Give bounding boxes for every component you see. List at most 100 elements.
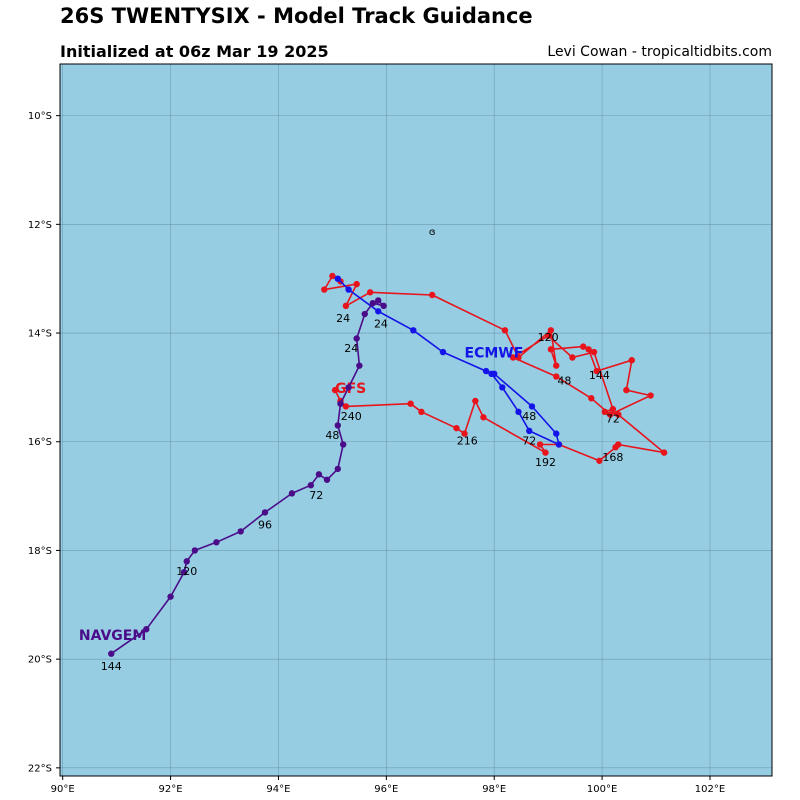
track-point-gfs [647,392,654,399]
track-point-gfs [585,346,592,353]
credit-text: Levi Cowan - tropicaltidbits.com [547,44,772,60]
track-point-gfs [342,403,350,410]
track-point-gfs [615,411,622,418]
track-point-ecmwf [499,384,506,391]
track-point-navgem [237,528,244,535]
track-point-gfs [569,354,576,361]
track-point-gfs [601,408,608,416]
track-point-gfs [609,405,617,413]
track-point-gfs [628,357,635,364]
map-frame [59,63,773,777]
lon-tick-label: 98°E [482,784,506,795]
forecast-hour-label: 216 [457,434,478,447]
track-point-gfs [321,286,328,293]
track-point-gfs [593,367,600,375]
track-point-gfs [331,386,339,394]
forecast-hour-label: 120 [538,331,559,344]
track-point-navgem [307,482,315,489]
track-point-navgem [353,335,360,342]
forecast-hour-label: 240 [341,410,362,423]
map-grid [60,64,772,776]
track-point-navgem [375,297,382,304]
track-navgem: 24 48 72 96 120 144 NAVGEM [79,297,387,673]
lat-tick-label: 22°S [28,763,52,774]
ocean-background [60,64,772,776]
forecast-hour-label: 192 [535,456,556,469]
track-point-ecmwf [345,286,352,293]
track-point-gfs [547,327,555,334]
track-point-gfs [590,348,598,356]
track-point-navgem [361,310,368,318]
forecast-hour-label: 48 [325,429,339,442]
forecast-hour-label: 168 [602,451,623,464]
track-point-navgem [108,650,115,657]
forecast-hour-label: 96 [258,519,272,532]
lon-tick-label: 94°E [266,784,290,795]
track-point-gfs [461,430,468,437]
forecast-hour-label: 72 [522,434,536,447]
track-point-gfs [509,354,517,361]
track-point-navgem [288,490,296,497]
forecast-hour-label: 24 [374,318,388,331]
track-point-gfs [536,441,544,448]
track-point-navgem [339,441,347,448]
lat-tick-label: 12°S [28,220,52,231]
track-point-ecmwf [410,327,417,334]
track-point-navgem [315,471,323,478]
lon-tick-label: 92°E [159,784,183,795]
track-point-gfs [623,386,630,394]
track-point-ecmwf [526,427,533,435]
model-tracks: 244872120144168192216240GFS244872ECMWF24… [79,272,668,673]
forecast-hour-label: 48 [557,375,571,388]
track-point-navgem [334,465,341,473]
track-point-gfs [580,343,587,350]
track-point-ecmwf [491,370,498,378]
track-point-ecmwf [439,348,447,356]
track-point-gfs [453,424,460,432]
track-point-gfs [553,373,560,380]
track-point-navgem [213,539,220,546]
lat-tick-label: 20°S [28,655,52,666]
track-point-gfs [353,280,360,288]
lon-tick-label: 102°E [695,784,725,795]
track-point-navgem [323,476,331,483]
forecast-hour-label: 120 [176,565,197,578]
track-point-gfs [553,362,560,369]
axis-ticks: 90°E 92°E 94°E 96°E 98°E 100°E 102°E 10°S 12°S 14… [28,111,725,795]
forecast-hour-label: 72 [309,489,323,502]
track-point-gfs [501,327,509,334]
track-point-navgem [345,384,352,391]
track-point-navgem [369,299,377,307]
model-label-navgem: NAVGEM [79,628,146,644]
track-point-gfs [588,395,595,402]
track-point-ecmwf [553,430,560,437]
track-point-gfs [515,354,522,361]
track-gfs: 244872120144168192216240GFS [321,272,668,469]
forecast-hour-label: 144 [589,369,610,382]
track-point-gfs [342,302,350,310]
forecast-hour-label: 24 [344,342,358,355]
track-point-ecmwf [528,403,536,410]
track-point-navgem [337,400,344,407]
track-ecmwf: 24 48 72 ECMWF [334,275,563,448]
track-point-gfs [606,411,614,418]
forecast-hour-label: 72 [606,413,620,426]
initialization-time: Initialized at 06z Mar 19 2025 [60,42,329,61]
track-point-gfs [544,332,552,339]
track-point-ecmwf [515,408,522,416]
track-point-gfs [329,272,336,280]
track-point-navgem [356,362,363,369]
lon-tick-label: 100°E [587,784,617,795]
track-point-gfs [542,449,549,456]
track-point-navgem [380,302,387,310]
track-point-gfs [480,414,487,421]
track-point-navgem [261,509,269,516]
chart-title: 26S TWENTYSIX - Model Track Guidance [60,4,533,28]
track-point-ecmwf [334,275,341,282]
track-point-gfs [472,397,479,405]
track-point-gfs [660,449,668,456]
track-point-gfs [612,443,619,451]
track-point-navgem [191,547,199,554]
model-label-ecmwf: ECMWF [465,345,524,361]
lat-tick-label: 18°S [28,546,52,557]
